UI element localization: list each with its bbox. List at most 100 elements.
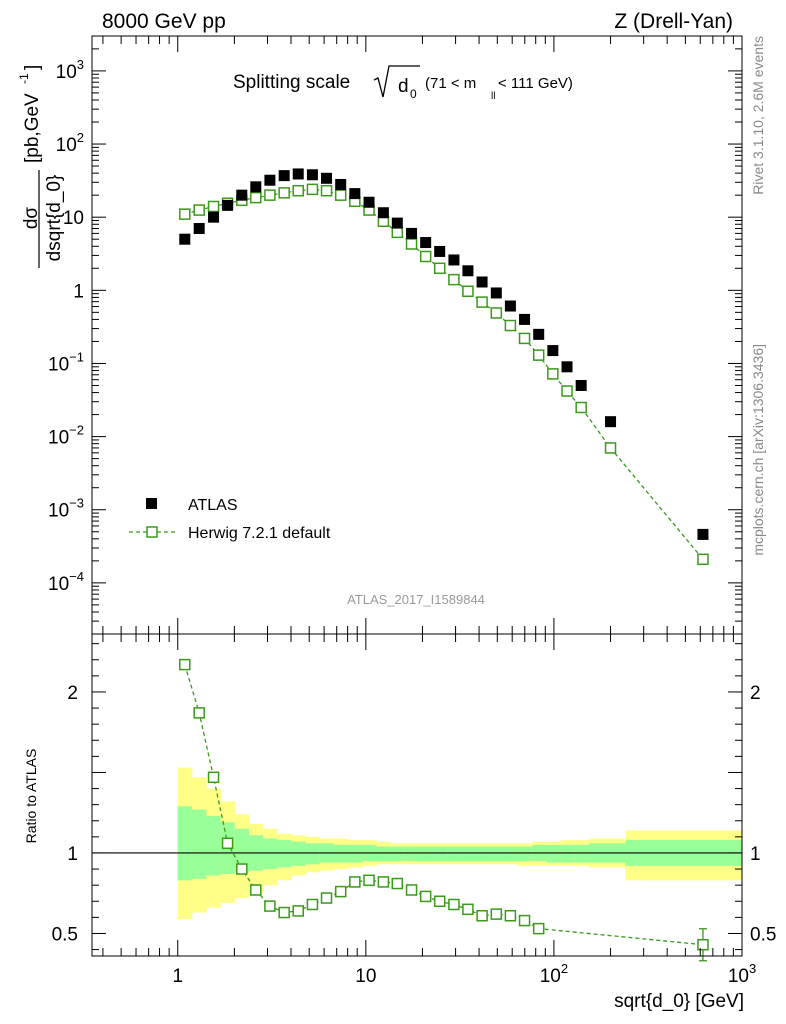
legend-atlas-label: ATLAS [188,497,238,514]
atlas-point [179,233,191,245]
uncertainty-band-inner [206,815,222,876]
uncertainty-band-inner [234,828,250,873]
uncertainty-band-inner [461,846,476,862]
ratio-y-tick-label: 2 [67,683,78,704]
atlas-point [391,217,403,229]
atlas-point [406,227,418,239]
atlas-point [561,361,573,373]
svg-text:d: d [398,76,409,97]
herwig-ratio-point [334,885,347,898]
herwig-point [433,262,446,275]
ratio-frame [91,633,743,957]
herwig-point [306,183,319,196]
x-tick-label: 102 [540,961,568,987]
herwig-ratio-point [462,903,474,916]
herwig-ratio-point [349,876,361,888]
herwig-point [292,184,304,197]
uncertainty-band-inner [475,846,491,862]
uncertainty-band-inner [574,844,590,863]
atlas-point [547,345,559,357]
herwig-point [264,189,276,201]
herwig-ratio-point [490,908,503,920]
herwig-point [448,273,460,286]
y-tick-label: 103 [56,57,84,83]
atlas-point [434,245,446,257]
atlas-point [349,188,361,200]
svg-text:]: ] [22,65,43,70]
svg-text:dσ: dσ [21,207,42,230]
herwig-point [419,250,432,263]
herwig-point [250,191,262,204]
uncertainty-band-inner [503,846,519,862]
atlas-point [490,287,502,299]
atlas-point [377,207,389,219]
atlas-point [278,170,290,182]
sqrt-sign [373,65,420,98]
herwig-ratio-point [306,898,319,911]
herwig-ratio-point [518,914,531,927]
herwig-line [184,188,704,560]
herwig-ratio-point [221,837,234,850]
y-label-units: [pb,GeV [22,93,43,163]
uncertainty-band-inner [333,844,349,863]
uncertainty-band-inner [418,846,434,862]
svg-text:0: 0 [410,87,417,101]
uncertainty-band-inner [376,846,392,862]
rivet-label: Rivet 3.1.10, 2.6M events [750,36,766,195]
herwig-point [504,319,517,332]
herwig-ratio-point [504,910,517,922]
ratio-y-label: Ratio to ATLAS [23,749,39,844]
herwig-point [575,401,587,414]
herwig-ratio-point [363,874,375,887]
herwig-ratio-point [320,892,333,904]
x-axis-label: sqrt{d_0} [GeV] [614,991,744,1012]
svg-text:-1: -1 [17,73,31,84]
title-var-sub: 0 [410,87,417,101]
herwig-point [490,307,503,319]
y-tick-label: 10−4 [48,569,84,595]
ratio-y-tick-label-right: 0.5 [750,924,776,945]
uncertainty-band-inner [546,844,561,863]
herwig-point [561,385,573,397]
title-var: d [398,76,409,97]
atlas-point [519,313,531,325]
plot-title: Splitting scale d 0 (71 < m ll < 111 GeV… [233,65,573,102]
y-tick-label: 10−2 [48,423,84,449]
y-tick-label: 102 [56,130,84,156]
herwig-ratio-point [433,895,446,908]
title-cut-post: < 111 GeV) [498,75,573,92]
herwig-point [476,296,488,308]
energy-label: 8000 GeV pp [102,10,226,33]
herwig-point [179,208,191,220]
atlas-point [420,237,432,249]
uncertainty-band-inner [277,840,292,868]
atlas-point [306,169,318,181]
herwig-point [320,184,333,197]
y-tick-label: 10−3 [48,496,84,522]
atlas-point [236,189,248,201]
herwig-ratio-point [193,707,205,719]
atlas-point [292,168,304,180]
atlas-point [697,528,709,540]
herwig-point [518,332,531,345]
mcplots-label: mcplots.cern.ch [arXiv:1306.3436] [750,344,766,556]
herwig-point [405,238,418,250]
y-tick-label: 10 [63,208,84,229]
herwig-ratio-point [250,884,262,896]
atlas-point [462,265,474,277]
legend-atlas-marker [146,498,157,509]
ratio-axes: 0.5 0.5 1 1 2 2 1 10 102 103 [52,633,776,987]
title-cut-sub: ll [491,91,495,102]
herwig-ratio-point [532,922,545,935]
svg-text:[pb,GeV: [pb,GeV [22,93,43,163]
legend-herwig-marker [146,526,158,538]
herwig-ratio-point [278,906,290,919]
herwig-point [697,553,709,566]
uncertainty-band-inner [177,806,193,881]
herwig-ratio-point [377,876,390,888]
title-prefix: Splitting scale [233,72,350,93]
herwig-ratio-point [419,890,432,903]
uncertainty-band-inner [390,846,406,862]
ratio-series [179,658,709,962]
analysis-id: ATLAS_2017_I1589844 [347,592,485,607]
